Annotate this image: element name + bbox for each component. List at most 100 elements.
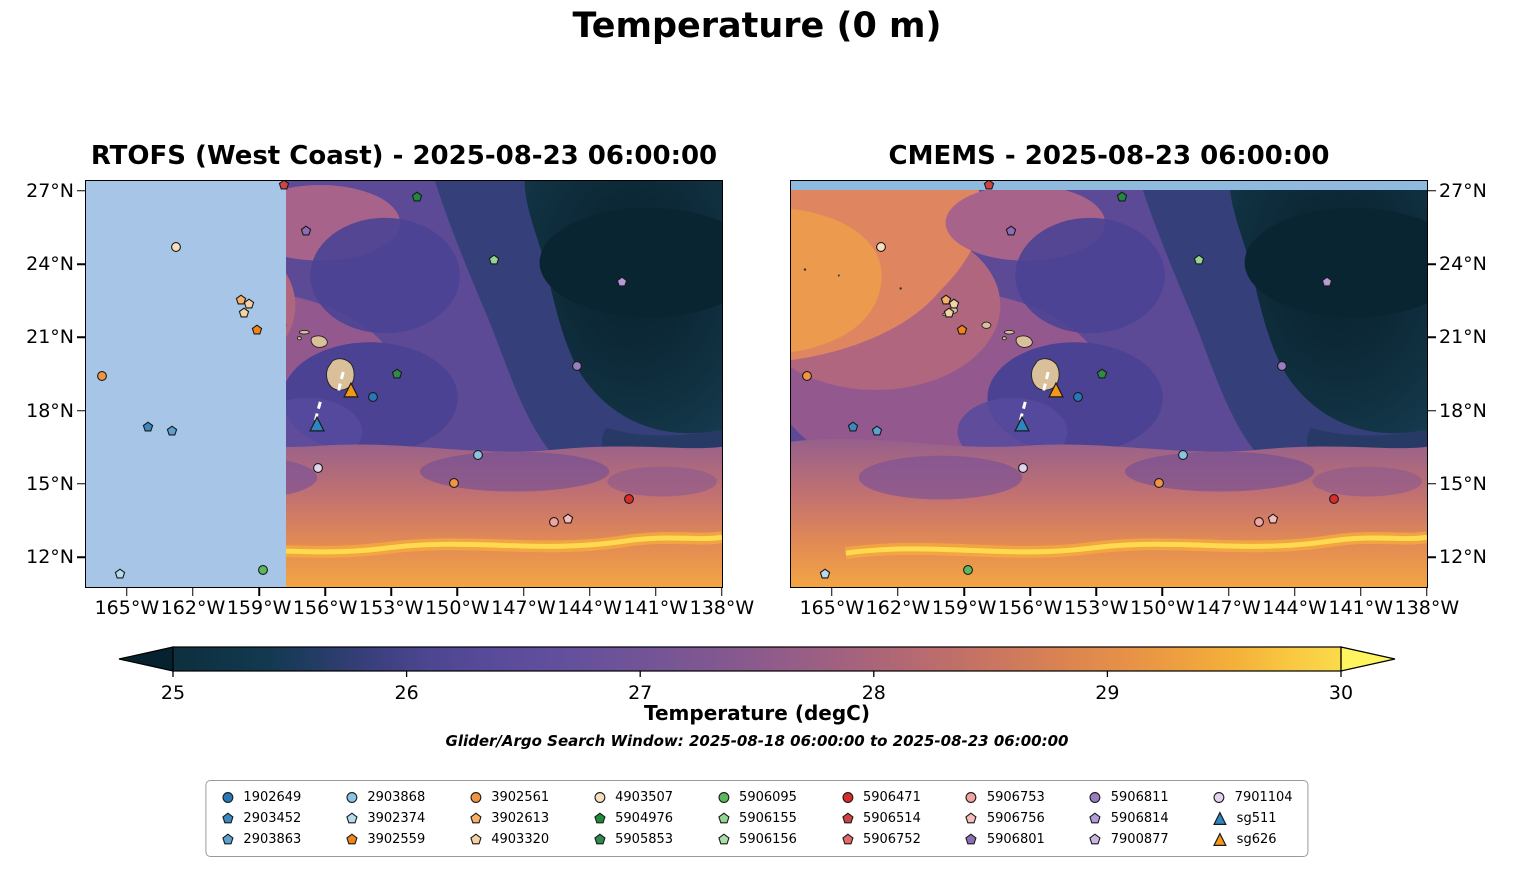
colorbar-tick-label: 25 bbox=[160, 682, 186, 704]
float-marker-2903868 bbox=[472, 449, 484, 461]
x-tick-label: 141°W bbox=[1328, 597, 1394, 619]
colorbar-gradient bbox=[118, 646, 1396, 677]
legend-item-4903507: 4903507 bbox=[593, 790, 673, 805]
y-tick-label: 24°N bbox=[1439, 253, 1487, 276]
float-marker-5906155 bbox=[488, 254, 500, 266]
legend-item-5906756: 5906756 bbox=[965, 811, 1045, 826]
pentagon-marker-icon bbox=[717, 812, 730, 825]
float-marker-5906756 bbox=[1267, 513, 1279, 525]
circle-glyph bbox=[1178, 450, 1189, 461]
float-marker-3902561 bbox=[96, 370, 108, 382]
pentagon-glyph bbox=[1089, 812, 1101, 824]
x-tick-label: 156°W bbox=[997, 597, 1063, 619]
float-marker-2903863 bbox=[166, 425, 178, 437]
pentagon-glyph bbox=[243, 298, 254, 309]
x-tick-label: 147°W bbox=[491, 597, 556, 619]
pentagon-glyph bbox=[470, 833, 482, 845]
y-tick-label: 12°N bbox=[26, 546, 74, 568]
x-tick-label: 162°W bbox=[160, 597, 226, 619]
x-tick-mark bbox=[1293, 588, 1296, 596]
figure-title: Temperature (0 m) bbox=[572, 6, 942, 46]
cmems-top-strip bbox=[791, 181, 1427, 190]
legend-label: 5904976 bbox=[615, 811, 674, 826]
x-tick-mark bbox=[522, 588, 525, 596]
circle-glyph bbox=[623, 494, 634, 505]
search-window-note: Glider/Argo Search Window: 2025-08-18 06… bbox=[445, 732, 1069, 750]
legend-item-5906753: 5906753 bbox=[965, 790, 1045, 805]
x-tick-mark bbox=[1426, 588, 1428, 596]
y-tick-label: 27°N bbox=[1439, 179, 1487, 202]
float-marker-4903507 bbox=[170, 241, 182, 253]
legend-label: 5906756 bbox=[986, 811, 1045, 826]
circle-glyph bbox=[962, 564, 973, 575]
x-tick-label: 165°W bbox=[799, 597, 865, 619]
pentagon-glyph bbox=[593, 812, 606, 824]
float-marker-3902561 bbox=[1153, 477, 1165, 489]
x-tick-mark bbox=[258, 588, 260, 596]
pentagon-glyph bbox=[1096, 368, 1108, 379]
triangle-glyph bbox=[1047, 381, 1064, 398]
x-tick-label: 153°W bbox=[359, 597, 424, 619]
legend-item-3902559: 3902559 bbox=[345, 832, 425, 847]
pentagon-glyph bbox=[1321, 276, 1333, 287]
float-marker-5906814 bbox=[616, 276, 628, 288]
legend-item-5906471: 5906471 bbox=[841, 790, 921, 805]
circle-marker-icon bbox=[1213, 791, 1226, 804]
map-canvas-rtofs bbox=[85, 180, 723, 588]
pentagon-glyph bbox=[965, 812, 978, 824]
legend-item-5906155: 5906155 bbox=[717, 811, 797, 826]
y-tick-mark bbox=[1428, 263, 1436, 265]
colorbar-label: Temperature (degC) bbox=[644, 701, 870, 725]
x-tick-mark bbox=[1029, 588, 1031, 596]
legend-item-2903863: 2903863 bbox=[221, 832, 301, 847]
float-marker-7901104 bbox=[312, 462, 324, 474]
panel-title-cmems: CMEMS - 2025-08-23 06:00:00 bbox=[888, 141, 1330, 171]
circle-glyph bbox=[718, 792, 729, 803]
pentagon-marker-icon bbox=[593, 812, 606, 825]
pentagon-glyph bbox=[948, 298, 959, 309]
circle-glyph bbox=[1253, 517, 1264, 528]
circle-glyph bbox=[548, 517, 559, 528]
pentagon-glyph bbox=[1089, 833, 1101, 845]
pentagon-glyph bbox=[616, 276, 628, 287]
pentagon-glyph bbox=[488, 254, 499, 265]
x-tick-mark bbox=[1227, 588, 1230, 596]
float-marker-3902561 bbox=[448, 477, 460, 489]
float-marker-5904976 bbox=[411, 191, 423, 203]
circle-glyph bbox=[1154, 478, 1164, 489]
colorbar: 25 26 27 28 29 30 bbox=[118, 646, 1396, 704]
pentagon-glyph bbox=[940, 294, 952, 305]
legend-label: 3902374 bbox=[367, 811, 426, 826]
x-tick-mark bbox=[897, 588, 899, 596]
circle-glyph bbox=[1072, 392, 1083, 403]
legend-item-5906814: 5906814 bbox=[1089, 811, 1169, 826]
float-marker-5906756 bbox=[562, 513, 574, 525]
colorbar-tick-label: 30 bbox=[1328, 682, 1354, 704]
float-marker-2903452 bbox=[847, 421, 859, 433]
pentagon-glyph bbox=[841, 812, 854, 824]
legend-label: 5906801 bbox=[986, 832, 1045, 847]
pentagon-glyph bbox=[943, 307, 955, 318]
float-marker-5906811 bbox=[1276, 360, 1288, 372]
float-marker-3902559 bbox=[956, 324, 968, 336]
pentagon-marker-icon bbox=[593, 833, 606, 846]
pentagon-marker-icon bbox=[841, 812, 854, 825]
colorbar-tick-label: 26 bbox=[394, 682, 419, 704]
pentagon-glyph bbox=[841, 833, 854, 845]
y-tick-mark bbox=[77, 556, 85, 558]
legend-item-7900877: 7900877 bbox=[1089, 832, 1169, 847]
pentagon-marker-icon bbox=[221, 812, 234, 825]
triangle-glyph bbox=[1213, 811, 1228, 825]
y-tick-label: 15°N bbox=[26, 472, 74, 495]
x-tick-mark bbox=[721, 588, 723, 596]
pentagon-marker-icon bbox=[717, 833, 730, 846]
y-tick-mark bbox=[1428, 409, 1436, 412]
float-marker-5906801 bbox=[300, 225, 312, 237]
circle-glyph bbox=[97, 371, 108, 382]
x-tick-label: 153°W bbox=[1064, 597, 1129, 619]
x-tick-mark bbox=[588, 588, 591, 596]
legend-label: sg626 bbox=[1236, 832, 1277, 847]
pentagon-glyph bbox=[1193, 254, 1204, 265]
circle-glyph bbox=[449, 478, 459, 489]
circle-glyph bbox=[473, 450, 484, 461]
